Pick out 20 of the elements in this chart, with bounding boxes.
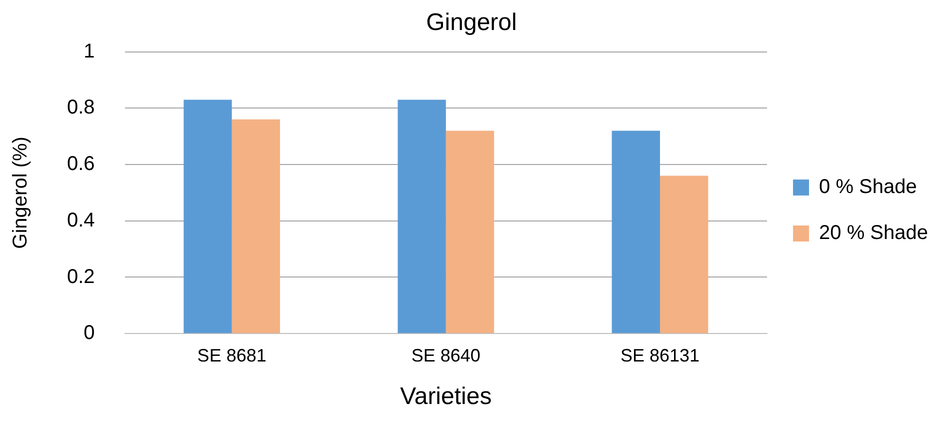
y-tick-label: 0.2	[66, 266, 95, 288]
y-tick-label: 0.6	[66, 153, 95, 176]
bar	[446, 130, 494, 334]
y-tick-label: 0.4	[66, 209, 95, 232]
legend-label: 20 % Shade	[819, 222, 928, 244]
y-tick-label: 0	[84, 322, 95, 344]
y-axis-title: Gingerol (%)	[10, 136, 32, 249]
y-tick-label: 0.8	[66, 96, 95, 119]
legend-label: 0 % Shade	[819, 176, 917, 198]
x-axis-title: Varieties	[400, 383, 492, 410]
bar	[612, 130, 660, 334]
x-tick-label: SE 86131	[620, 345, 700, 366]
x-tick-label: SE 8681	[197, 345, 266, 366]
bar	[398, 100, 446, 334]
bar	[660, 176, 708, 334]
chart-title: Gingerol	[426, 9, 517, 36]
bar	[184, 100, 232, 334]
x-tick-label: SE 8640	[411, 345, 480, 366]
y-tick-label: 1	[84, 40, 95, 62]
bar	[232, 119, 280, 334]
